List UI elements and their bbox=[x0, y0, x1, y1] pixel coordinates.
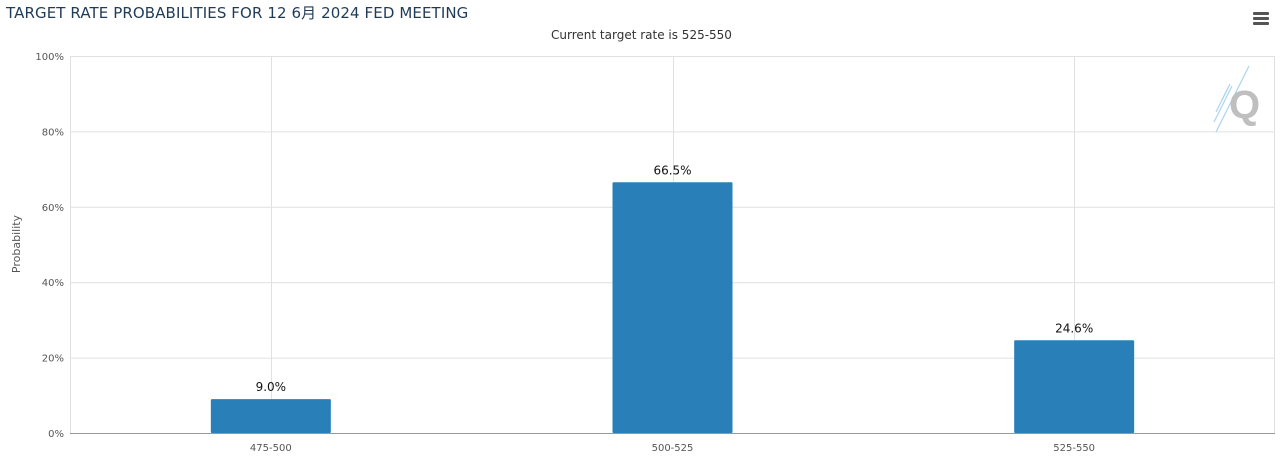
y-tick-label: 100% bbox=[35, 52, 64, 63]
bar-500-525 bbox=[612, 182, 733, 433]
chart-subtitle: Current target rate is 525-550 bbox=[551, 28, 732, 42]
x-tick-label-525-550: 525-550 bbox=[1053, 443, 1095, 454]
data-label-475-500: 9.0% bbox=[256, 380, 287, 394]
x-axis-ticks: 475-500 500-525 525-550 bbox=[250, 443, 1095, 454]
data-labels: 9.0% 66.5% 24.6% bbox=[256, 163, 1094, 394]
y-tick-label: 80% bbox=[42, 127, 64, 138]
x-tick-label-475-500: 475-500 bbox=[250, 443, 292, 454]
bar-525-550 bbox=[1014, 340, 1135, 433]
y-axis-title: Probability bbox=[10, 214, 23, 273]
q-watermark-logo: Q bbox=[1213, 65, 1260, 133]
gridlines bbox=[70, 56, 1275, 434]
watermark-letter: Q bbox=[1229, 83, 1260, 127]
y-axis-ticks: 0% 20% 40% 60% 80% 100% bbox=[35, 52, 64, 440]
y-tick-label: 20% bbox=[42, 354, 64, 365]
x-tick-label-500-525: 500-525 bbox=[652, 443, 694, 454]
bar-475-500 bbox=[210, 399, 331, 433]
chart-title: TARGET RATE PROBABILITIES FOR 12 6月 2024… bbox=[6, 4, 469, 22]
y-tick-label: 0% bbox=[48, 429, 64, 440]
data-label-525-550: 24.6% bbox=[1055, 321, 1093, 335]
hamburger-menu-icon[interactable] bbox=[1253, 12, 1269, 26]
bars bbox=[210, 182, 1135, 433]
y-tick-label: 40% bbox=[42, 278, 64, 289]
y-tick-label: 60% bbox=[42, 203, 64, 214]
data-label-500-525: 66.5% bbox=[653, 163, 691, 177]
